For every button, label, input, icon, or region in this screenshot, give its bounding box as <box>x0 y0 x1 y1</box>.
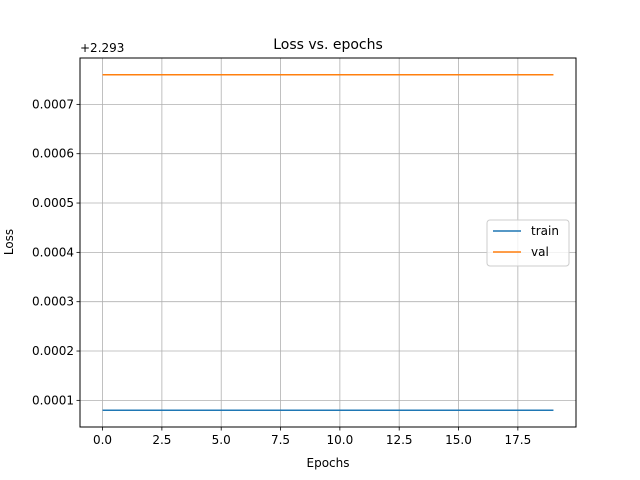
x-tick-label: 10.0 <box>327 433 354 447</box>
x-tick-label: 0.0 <box>93 433 112 447</box>
x-tick-label: 17.5 <box>504 433 531 447</box>
y-tick-label: 0.0001 <box>32 393 74 407</box>
y-tick-label: 0.0007 <box>32 97 74 111</box>
x-tick-label: 12.5 <box>386 433 413 447</box>
x-axis-ticks: 0.0 2.5 5.0 7.5 10.0 12.5 15.0 17.5 <box>93 427 531 447</box>
x-tick-label: 7.5 <box>271 433 290 447</box>
grid <box>80 58 576 427</box>
x-axis-label: Epochs <box>307 456 350 470</box>
x-tick-label: 5.0 <box>212 433 231 447</box>
x-tick-label: 2.5 <box>152 433 171 447</box>
y-tick-label: 0.0002 <box>32 344 74 358</box>
y-tick-label: 0.0004 <box>32 245 74 259</box>
y-tick-label: 0.0005 <box>32 196 74 210</box>
chart-title: Loss vs. epochs <box>273 37 383 53</box>
legend-label-train: train <box>531 224 559 238</box>
y-axis-ticks: 0.0001 0.0002 0.0003 0.0004 0.0005 0.0006 0.00… <box>32 97 80 407</box>
y-tick-label: 0.0006 <box>32 147 74 161</box>
y-tick-label: 0.0003 <box>32 295 74 309</box>
plot-frame <box>79 57 577 428</box>
y-axis-label: Loss <box>2 229 16 255</box>
legend-label-val: val <box>531 245 549 259</box>
x-tick-label: 15.0 <box>445 433 472 447</box>
legend: train val <box>486 219 570 267</box>
series-lines <box>102 74 554 411</box>
y-offset-label: +2.293 <box>80 41 124 55</box>
